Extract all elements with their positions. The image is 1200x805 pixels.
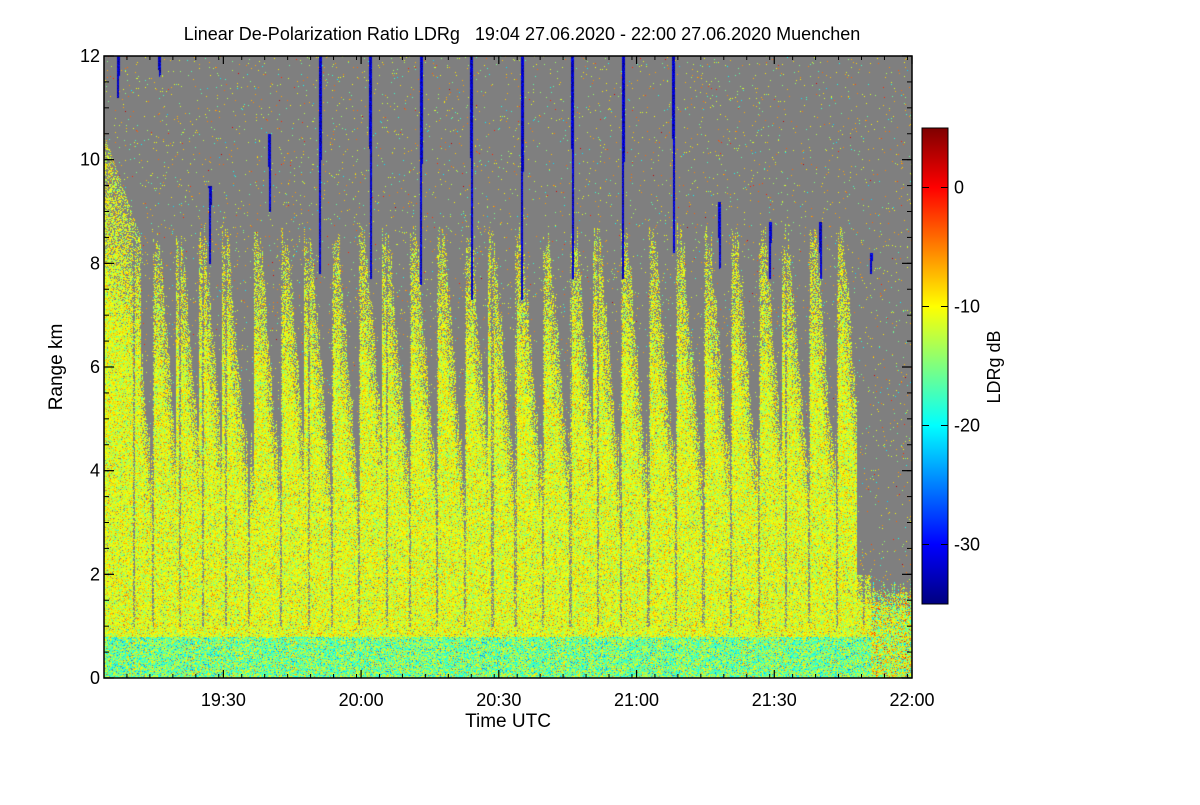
colorbar-ticks: 0 -10 -20 -30 [922, 178, 980, 555]
chart-title: Linear De-Polarization Ratio LDRg 19:04 … [184, 24, 860, 44]
colorbar: 0 -10 -20 -30 LDRg dB [921, 127, 1004, 605]
y-axis-ticks: 0 2 4 6 8 10 12 [80, 46, 912, 688]
y-tick-label-1: 2 [90, 564, 100, 584]
y-axis-label: Range km [46, 324, 67, 411]
x-tick-label-3: 21:00 [614, 690, 659, 710]
colorbar-tick-label-0: 0 [954, 178, 964, 198]
y-tick-label-0: 0 [90, 668, 100, 688]
x-tick-label-4: 21:30 [752, 690, 797, 710]
colorbar-label: LDRg dB [984, 330, 1004, 403]
y-tick-label-5: 10 [80, 150, 100, 170]
y-tick-label-6: 12 [80, 46, 100, 66]
colorbar-scale [921, 127, 949, 605]
x-tick-label-5: 22:00 [889, 690, 934, 710]
x-tick-label-1: 20:00 [339, 690, 384, 710]
y-tick-label-2: 4 [90, 461, 100, 481]
y-tick-label-3: 6 [90, 357, 100, 377]
colorbar-tick-label-2: -20 [954, 416, 980, 436]
x-tick-label-2: 20:30 [476, 690, 521, 710]
x-axis-label: Time UTC [465, 711, 551, 732]
x-axis-ticks: 19:30 20:00 20:30 21:00 21:30 22:00 [103, 56, 935, 710]
ldr-heatmap [104, 56, 912, 678]
colorbar-tick-label-3: -30 [954, 535, 980, 555]
plot-area [103, 55, 913, 679]
x-tick-label-0: 19:30 [201, 690, 246, 710]
y-tick-label-4: 8 [90, 253, 100, 273]
colorbar-tick-label-1: -10 [954, 297, 980, 317]
